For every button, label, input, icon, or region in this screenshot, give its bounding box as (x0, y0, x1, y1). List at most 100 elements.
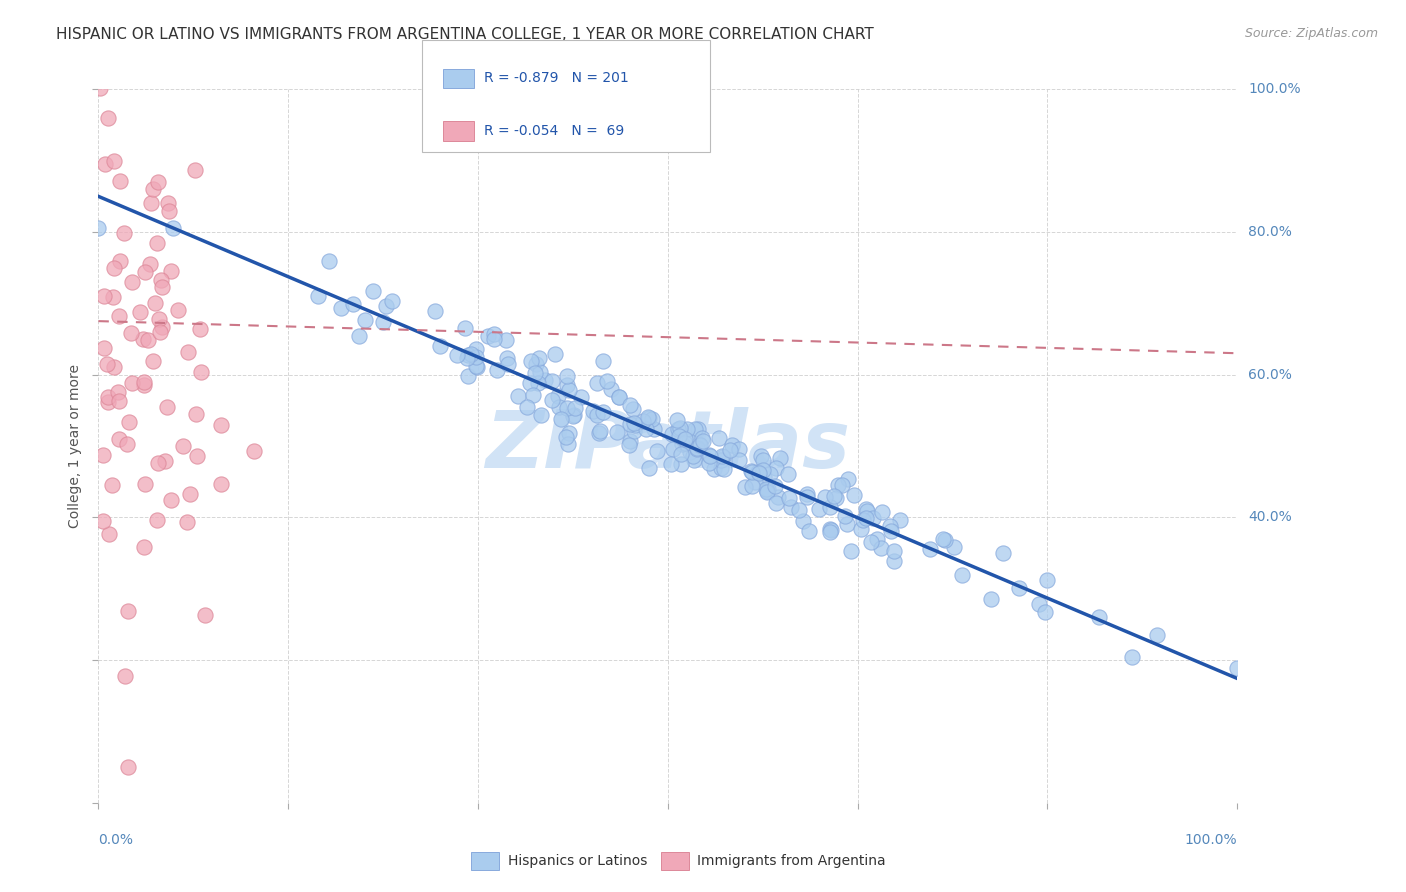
Point (778, 491, 800, 505)
Point (550, 412, 572, 426)
Text: HISPANIC OR LATINO VS IMMIGRANTS FROM ARGENTINA COLLEGE, 1 YEAR OR MORE CORRELAT: HISPANIC OR LATINO VS IMMIGRANTS FROM AR… (56, 27, 875, 42)
Point (748, 466, 770, 480)
Point (606, 425, 628, 440)
Text: R = -0.054   N =  69: R = -0.054 N = 69 (484, 124, 624, 138)
Point (146, 456, 169, 470)
Point (697, 448, 720, 462)
Point (638, 461, 661, 475)
Text: 40.0%: 40.0% (1249, 510, 1292, 524)
Point (541, 374, 564, 388)
Point (519, 376, 541, 390)
Point (818, 522, 841, 536)
Point (101, 478, 124, 492)
Point (852, 513, 875, 527)
Point (589, 425, 612, 439)
Point (97, 390, 120, 404)
Point (592, 405, 614, 419)
Point (869, 541, 891, 556)
Point (586, 376, 609, 391)
Point (152, 279, 174, 293)
Point (564, 401, 586, 415)
Point (759, 467, 782, 482)
Point (855, 502, 877, 516)
Point (134, 376, 156, 390)
Point (823, 489, 845, 503)
Point (540, 392, 562, 407)
Point (662, 442, 685, 456)
Point (132, 332, 155, 346)
Point (529, 408, 551, 422)
Point (138, 333, 160, 347)
Point (506, 389, 529, 403)
Point (485, 363, 508, 377)
Point (671, 437, 693, 451)
Point (661, 427, 683, 442)
Point (91, 448, 114, 462)
Point (318, 254, 340, 268)
Point (117, 437, 139, 451)
Point (710, 449, 733, 463)
Point (787, 502, 810, 516)
Point (607, 390, 630, 404)
Point (1226, 661, 1249, 675)
Point (592, 354, 614, 368)
Point (1028, 597, 1050, 611)
Point (686, 422, 709, 436)
Point (555, 401, 578, 415)
Point (856, 504, 879, 518)
Point (177, 345, 200, 359)
Point (755, 482, 778, 496)
Point (190, 365, 212, 379)
Point (108, 432, 131, 446)
Point (184, 163, 207, 178)
Point (581, 404, 603, 418)
Point (697, 456, 720, 470)
Point (557, 437, 579, 451)
Point (825, 491, 848, 505)
Point (645, 444, 668, 458)
Point (529, 351, 551, 365)
Point (690, 431, 713, 445)
Point (152, 319, 174, 334)
Point (529, 365, 551, 379)
Point (827, 478, 849, 492)
Point (562, 409, 585, 423)
Point (464, 342, 486, 356)
Point (93, 341, 115, 355)
Point (755, 484, 778, 499)
Point (766, 490, 789, 504)
Point (118, 415, 141, 429)
Point (93, 289, 115, 303)
Point (707, 431, 730, 445)
Point (112, 226, 135, 240)
Point (720, 438, 742, 452)
Point (718, 443, 741, 458)
Point (121, 275, 143, 289)
Point (617, 438, 640, 452)
Point (172, 439, 194, 453)
Point (952, 567, 974, 582)
Point (797, 524, 820, 539)
Point (97, 527, 120, 541)
Point (477, 329, 499, 343)
Point (186, 449, 208, 463)
Point (349, 329, 371, 343)
Point (860, 534, 883, 549)
Point (756, 484, 779, 499)
Point (482, 327, 505, 342)
Point (879, 519, 901, 533)
Point (682, 449, 704, 463)
Point (132, 541, 155, 555)
Point (619, 398, 641, 412)
Point (453, 321, 475, 335)
Point (637, 410, 659, 425)
Point (132, 378, 155, 392)
Point (134, 265, 156, 279)
Point (117, 604, 139, 618)
Text: 80.0%: 80.0% (1249, 225, 1292, 239)
Point (834, 508, 856, 523)
Point (689, 437, 711, 451)
Point (669, 457, 692, 471)
Point (588, 426, 610, 441)
Point (734, 480, 756, 494)
